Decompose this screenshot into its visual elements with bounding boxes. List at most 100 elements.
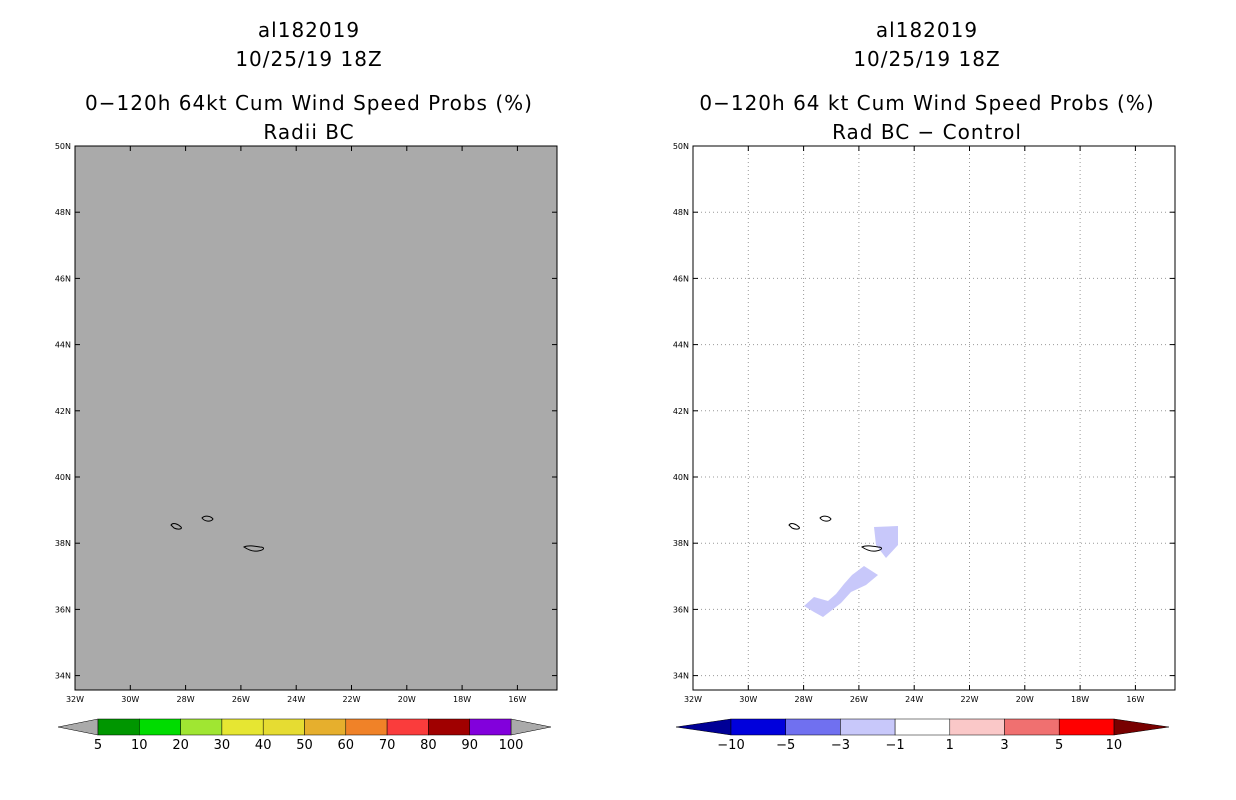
right-colorbar-label: 10 <box>1106 738 1123 753</box>
left-colorbar-swatch <box>428 718 470 736</box>
right-colorbar-swatch <box>730 718 786 736</box>
right-title-product: 0−120h 64 kt Cum Wind Speed Probs (%) <box>699 91 1155 115</box>
right-colorbar-swatch <box>1004 718 1060 736</box>
left-lon-label: 22W <box>342 695 360 704</box>
right-lon-label: 20W <box>1016 695 1034 704</box>
left-colorbar-swatch <box>97 718 140 736</box>
left-lat-label: 50N <box>55 142 71 151</box>
right-title-storm-id: al182019 <box>875 18 979 42</box>
right-colorbar-swatch <box>785 718 841 736</box>
left-lon-label: 26W <box>232 695 250 704</box>
right-map-panel: al182019 10/25/19 18Z 0−120h 64 kt Cum W… <box>618 0 1236 800</box>
left-map-frame <box>74 145 558 691</box>
left-colorbar-label: 50 <box>296 738 313 753</box>
right-lat-label: 44N <box>673 341 689 350</box>
right-colorbar-high-end <box>1113 718 1170 736</box>
right-colorbar-label: 3 <box>1000 738 1008 753</box>
left-map-panel: al182019 10/25/19 18Z 0−120h 64kt Cum Wi… <box>55 18 558 753</box>
right-lat-axis: 50N 48N 46N 44N 42N 40N 38N 36N 34N <box>673 142 1175 681</box>
left-colorbar: 5 10 20 30 40 50 60 70 80 90 100 <box>57 718 552 753</box>
right-lon-label: 26W <box>850 695 868 704</box>
left-colorbar-label: 90 <box>461 738 478 753</box>
left-islands <box>170 515 264 552</box>
left-lon-label: 16W <box>508 695 526 704</box>
left-lat-label: 42N <box>55 407 71 416</box>
left-colorbar-high-end <box>510 718 552 736</box>
right-colorbar-swatch <box>1058 718 1115 736</box>
left-title-storm-id: al182019 <box>257 18 361 42</box>
left-lon-label: 32W <box>66 695 84 704</box>
right-island-graciosa <box>819 515 832 522</box>
left-lon-axis: 32W 30W 28W 26W 24W 22W 20W 18W 16W <box>66 146 527 704</box>
left-island-sao-miguel <box>243 545 264 552</box>
right-islands <box>788 515 882 552</box>
left-colorbar-swatch <box>139 718 181 736</box>
left-colorbar-label: 20 <box>172 738 189 753</box>
right-colorbar-swatch <box>949 718 1005 736</box>
left-lat-label: 48N <box>55 208 71 217</box>
right-lon-label: 18W <box>1071 695 1089 704</box>
right-lat-label: 34N <box>673 672 689 681</box>
right-lon-label: 30W <box>739 695 757 704</box>
left-colorbar-low-end <box>57 718 99 736</box>
left-lat-label: 44N <box>55 341 71 350</box>
left-lon-label: 28W <box>177 695 195 704</box>
right-title-subtitle: Rad BC − Control <box>832 120 1022 144</box>
right-lon-label: 32W <box>684 695 702 704</box>
right-lat-label: 40N <box>673 473 689 482</box>
right-lat-label: 48N <box>673 208 689 217</box>
left-colorbar-label: 5 <box>94 738 102 753</box>
left-colorbar-swatch <box>221 718 264 736</box>
left-map-area <box>75 146 557 690</box>
right-lon-label: 24W <box>905 695 923 704</box>
left-lat-label: 38N <box>55 539 71 548</box>
right-colorbar-low-end <box>675 718 732 736</box>
left-lon-label: 30W <box>121 695 139 704</box>
left-lat-label: 34N <box>55 672 71 681</box>
left-colorbar-label: 30 <box>214 738 231 753</box>
left-colorbar-label: 100 <box>499 738 524 753</box>
left-map-svg: 50N 48N 46N 44N 42N 40N 38N 36N 34N 32W 30W 28W 26W… <box>55 142 558 753</box>
right-lat-label: 38N <box>673 539 689 548</box>
right-map-svg: 50N 48N 46N 44N 42N 40N 38N 36N 34N 32W 30W 28W 26W… <box>673 142 1176 753</box>
right-lat-label: 36N <box>673 605 689 614</box>
right-colorbar-label: 1 <box>946 738 954 753</box>
right-map-frame <box>692 145 1176 691</box>
left-colorbar-label: 10 <box>131 738 148 753</box>
left-title-date: 10/25/19 18Z <box>235 47 383 71</box>
right-colorbar-label: −1 <box>886 738 905 753</box>
left-lat-label: 46N <box>55 274 71 283</box>
left-colorbar-label: 80 <box>420 738 437 753</box>
left-lat-axis: 50N 48N 46N 44N 42N 40N 38N 36N 34N <box>55 142 557 681</box>
left-colorbar-swatch <box>386 718 429 736</box>
right-colorbar-label: −10 <box>717 738 744 753</box>
right-lon-label: 28W <box>795 695 813 704</box>
left-title-subtitle: Radii BC <box>263 120 355 144</box>
left-colorbar-swatch <box>262 718 305 736</box>
right-gridlines <box>693 146 1175 690</box>
left-lat-label: 36N <box>55 605 71 614</box>
right-lon-label: 22W <box>960 695 978 704</box>
right-lat-label: 46N <box>673 274 689 283</box>
right-colorbar-label: −5 <box>776 738 795 753</box>
left-colorbar-swatch <box>345 718 388 736</box>
left-lat-label: 40N <box>55 473 71 482</box>
right-shading-region-south <box>804 566 878 617</box>
right-island-sao-miguel <box>861 545 882 552</box>
right-lat-label: 50N <box>673 142 689 151</box>
left-colorbar-label: 60 <box>338 738 355 753</box>
right-colorbar: −10 −5 −3 −1 1 3 5 10 <box>675 718 1170 753</box>
left-title-product: 0−120h 64kt Cum Wind Speed Probs (%) <box>85 91 533 115</box>
right-colorbar-swatch <box>840 718 896 736</box>
right-colorbar-label: 5 <box>1055 738 1063 753</box>
right-title-date: 10/25/19 18Z <box>853 47 1001 71</box>
right-colorbar-swatch <box>894 718 951 736</box>
left-lon-label: 20W <box>398 695 416 704</box>
left-colorbar-swatch <box>180 718 223 736</box>
left-lon-label: 18W <box>453 695 471 704</box>
left-island-flores <box>170 523 182 530</box>
right-lat-label: 42N <box>673 407 689 416</box>
left-colorbar-swatch <box>304 718 347 736</box>
right-lon-label: 16W <box>1126 695 1144 704</box>
left-colorbar-swatch <box>469 718 512 736</box>
